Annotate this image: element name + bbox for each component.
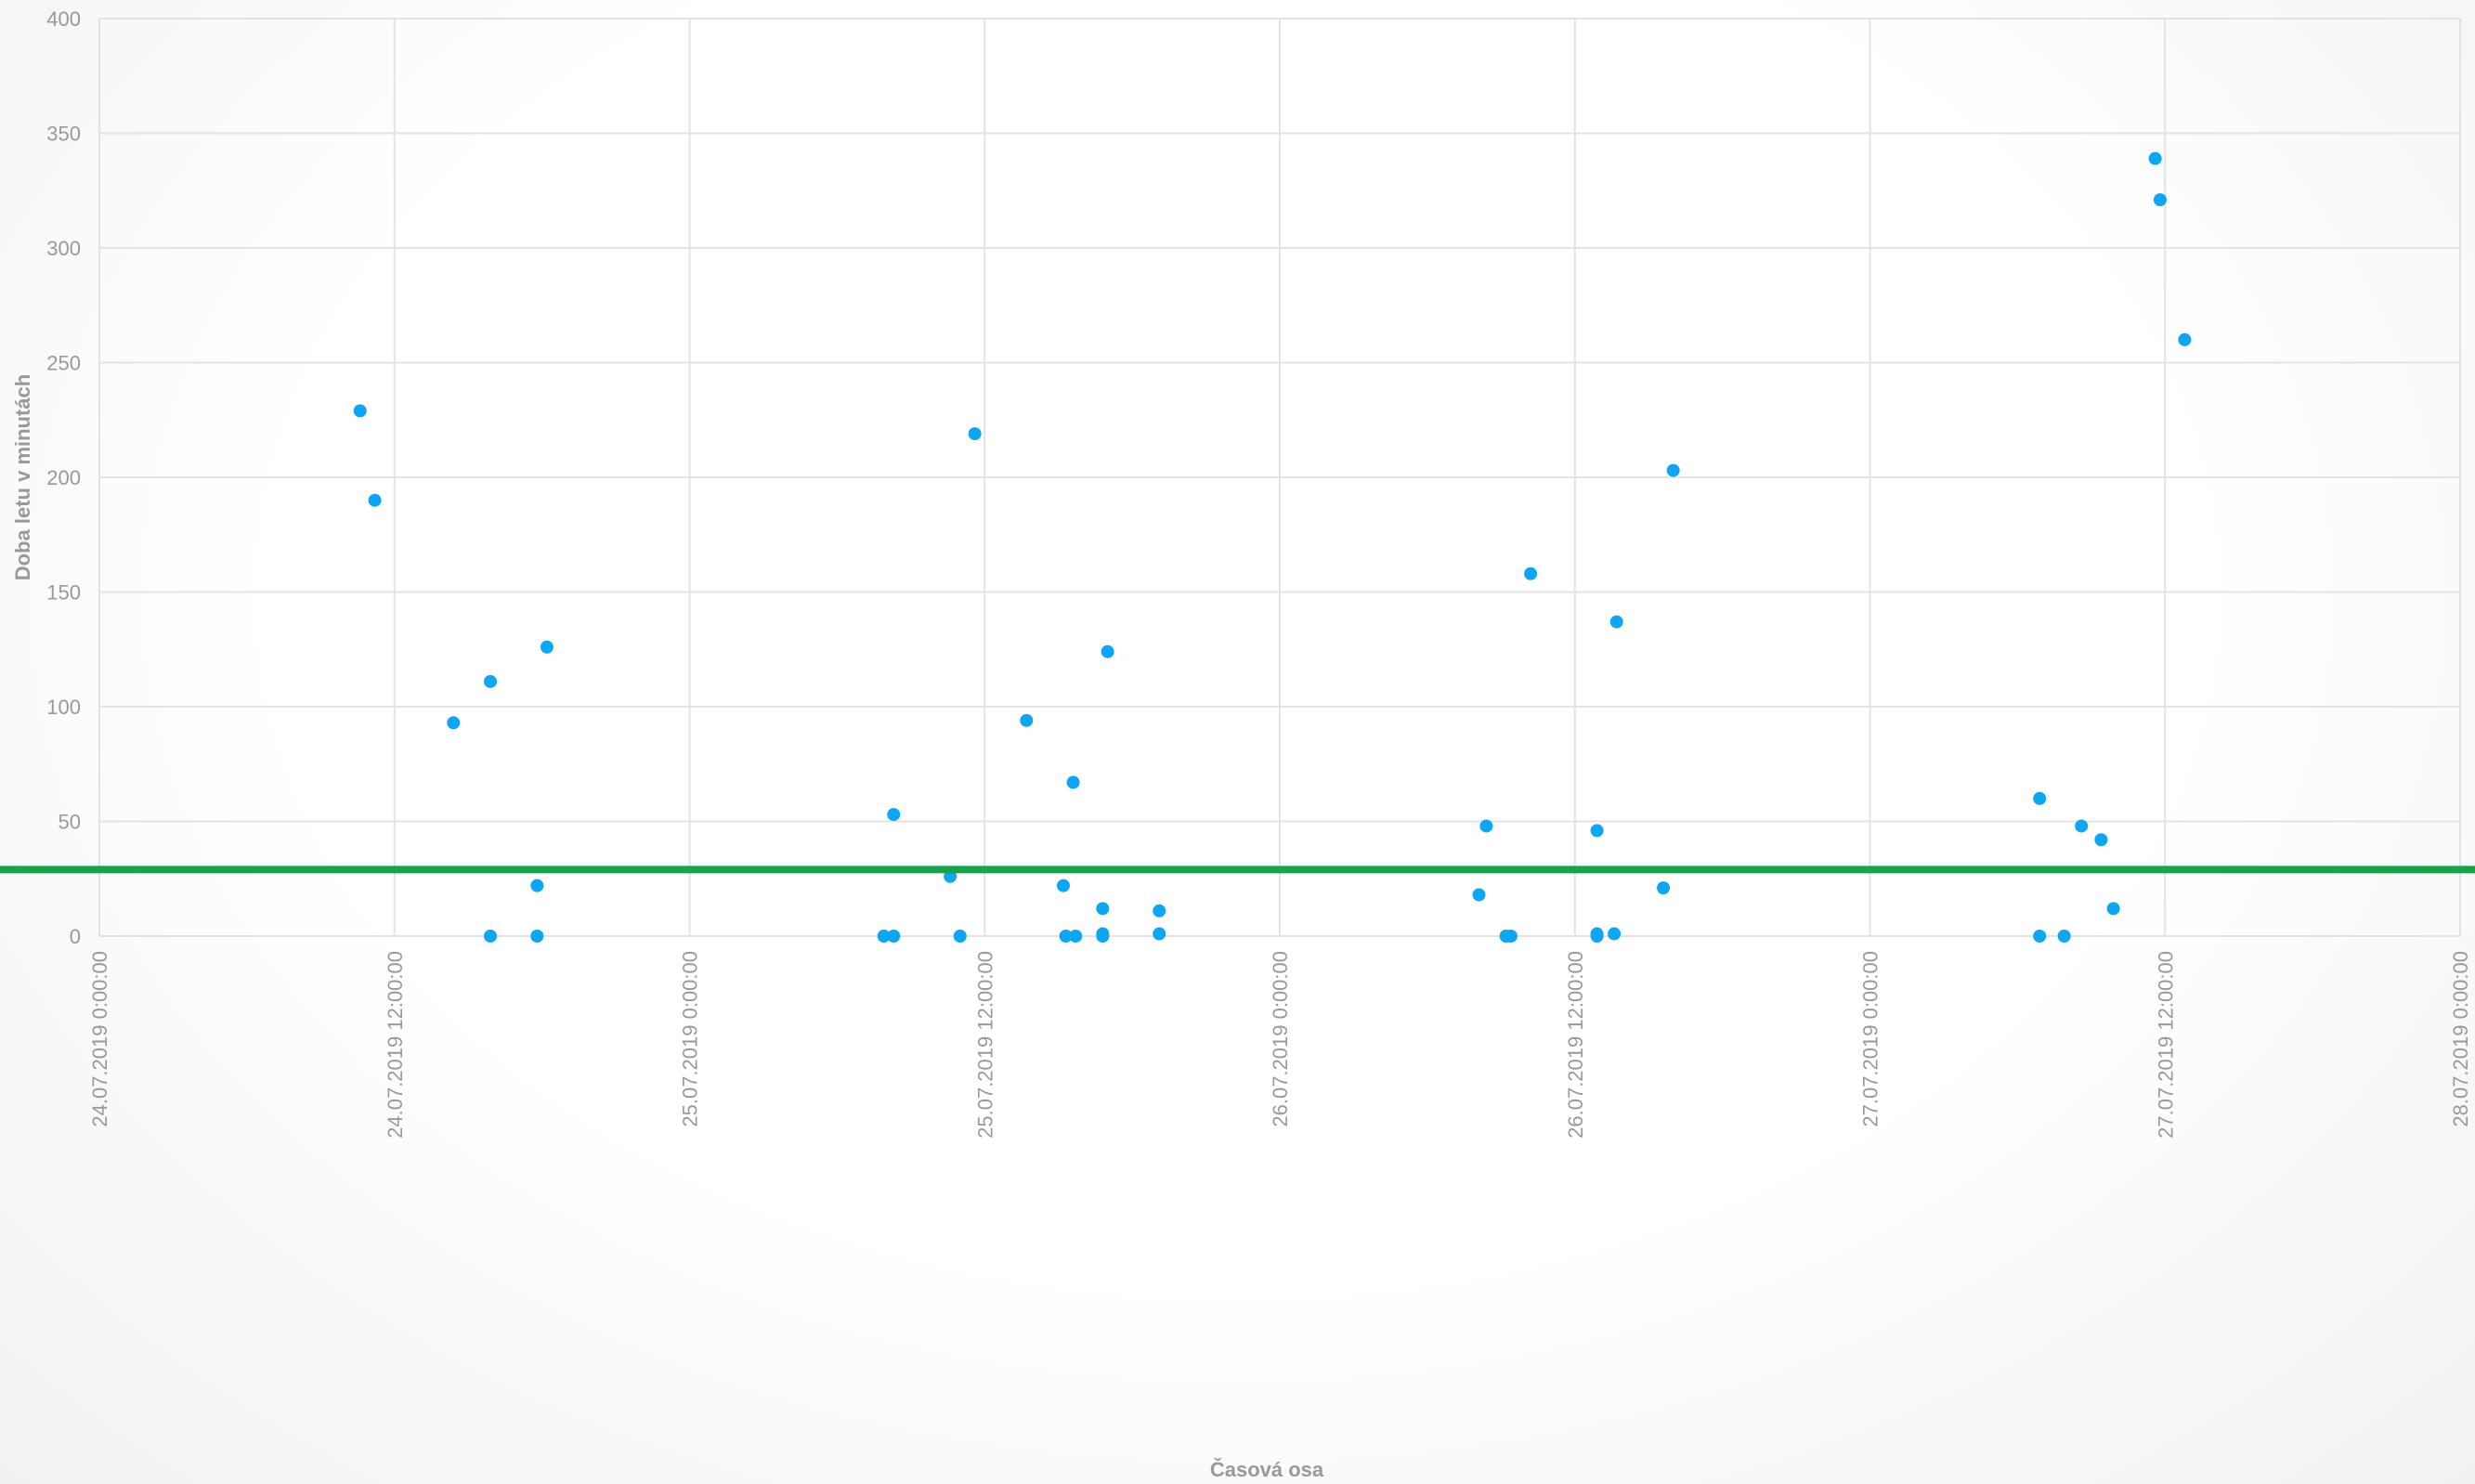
point bbox=[2094, 833, 2108, 847]
y-tick-label: 350 bbox=[46, 123, 81, 146]
x-tick-label: 26.07.2019 12:00:00 bbox=[1564, 951, 1587, 1139]
point bbox=[1153, 927, 1166, 941]
point bbox=[540, 640, 554, 654]
x-tick-label: 28.07.2019 0:00:00 bbox=[2449, 951, 2472, 1127]
x-axis-title: Časová osa bbox=[1210, 1458, 1324, 1481]
point bbox=[1472, 888, 1486, 902]
point bbox=[1101, 644, 1114, 658]
point bbox=[1066, 775, 1080, 789]
point bbox=[1059, 930, 1073, 943]
point bbox=[1590, 824, 1604, 838]
point bbox=[530, 930, 544, 943]
point bbox=[1666, 463, 1680, 477]
point bbox=[1056, 879, 1070, 892]
x-tick-label: 25.07.2019 12:00:00 bbox=[973, 951, 997, 1139]
point bbox=[877, 930, 891, 943]
y-axis-title: Doba letu v minutách bbox=[11, 374, 34, 580]
point bbox=[1504, 930, 1518, 943]
y-tick-label: 100 bbox=[46, 696, 81, 719]
y-tick-label: 300 bbox=[46, 237, 81, 260]
point bbox=[968, 427, 982, 441]
point bbox=[1096, 930, 1110, 943]
point bbox=[953, 930, 967, 943]
point bbox=[1524, 566, 1538, 580]
point bbox=[1096, 902, 1110, 916]
x-tick-label: 24.07.2019 0:00:00 bbox=[88, 951, 111, 1127]
point bbox=[1657, 881, 1671, 895]
point bbox=[447, 716, 461, 730]
point bbox=[1020, 713, 1034, 727]
y-tick-label: 250 bbox=[46, 352, 81, 375]
y-tick-label: 0 bbox=[70, 925, 81, 948]
point bbox=[1153, 904, 1166, 918]
point bbox=[2057, 930, 2071, 943]
point bbox=[2033, 791, 2047, 805]
point bbox=[1608, 927, 1622, 941]
y-tick-label: 400 bbox=[46, 7, 81, 31]
point bbox=[2153, 193, 2167, 207]
point bbox=[2075, 819, 2089, 833]
point bbox=[484, 674, 498, 688]
point bbox=[2033, 930, 2047, 943]
point bbox=[1069, 930, 1083, 943]
point bbox=[530, 879, 544, 892]
point bbox=[484, 930, 498, 943]
x-tick-label: 27.07.2019 0:00:00 bbox=[1859, 951, 1882, 1127]
point bbox=[1609, 615, 1623, 629]
point bbox=[2106, 902, 2120, 916]
point bbox=[1479, 819, 1493, 833]
y-tick-label: 200 bbox=[46, 466, 81, 489]
point bbox=[887, 808, 901, 822]
x-tick-label: 25.07.2019 0:00:00 bbox=[679, 951, 702, 1127]
point bbox=[887, 930, 901, 943]
x-tick-label: 27.07.2019 12:00:00 bbox=[2154, 951, 2177, 1139]
y-tick-label: 150 bbox=[46, 581, 81, 605]
x-tick-label: 26.07.2019 0:00:00 bbox=[1269, 951, 1292, 1127]
point bbox=[353, 404, 367, 418]
x-tick-label: 24.07.2019 12:00:00 bbox=[384, 951, 407, 1139]
y-tick-label: 50 bbox=[59, 811, 81, 834]
point bbox=[368, 493, 382, 507]
point bbox=[2148, 151, 2162, 165]
point bbox=[1590, 930, 1604, 943]
point bbox=[2178, 332, 2192, 346]
